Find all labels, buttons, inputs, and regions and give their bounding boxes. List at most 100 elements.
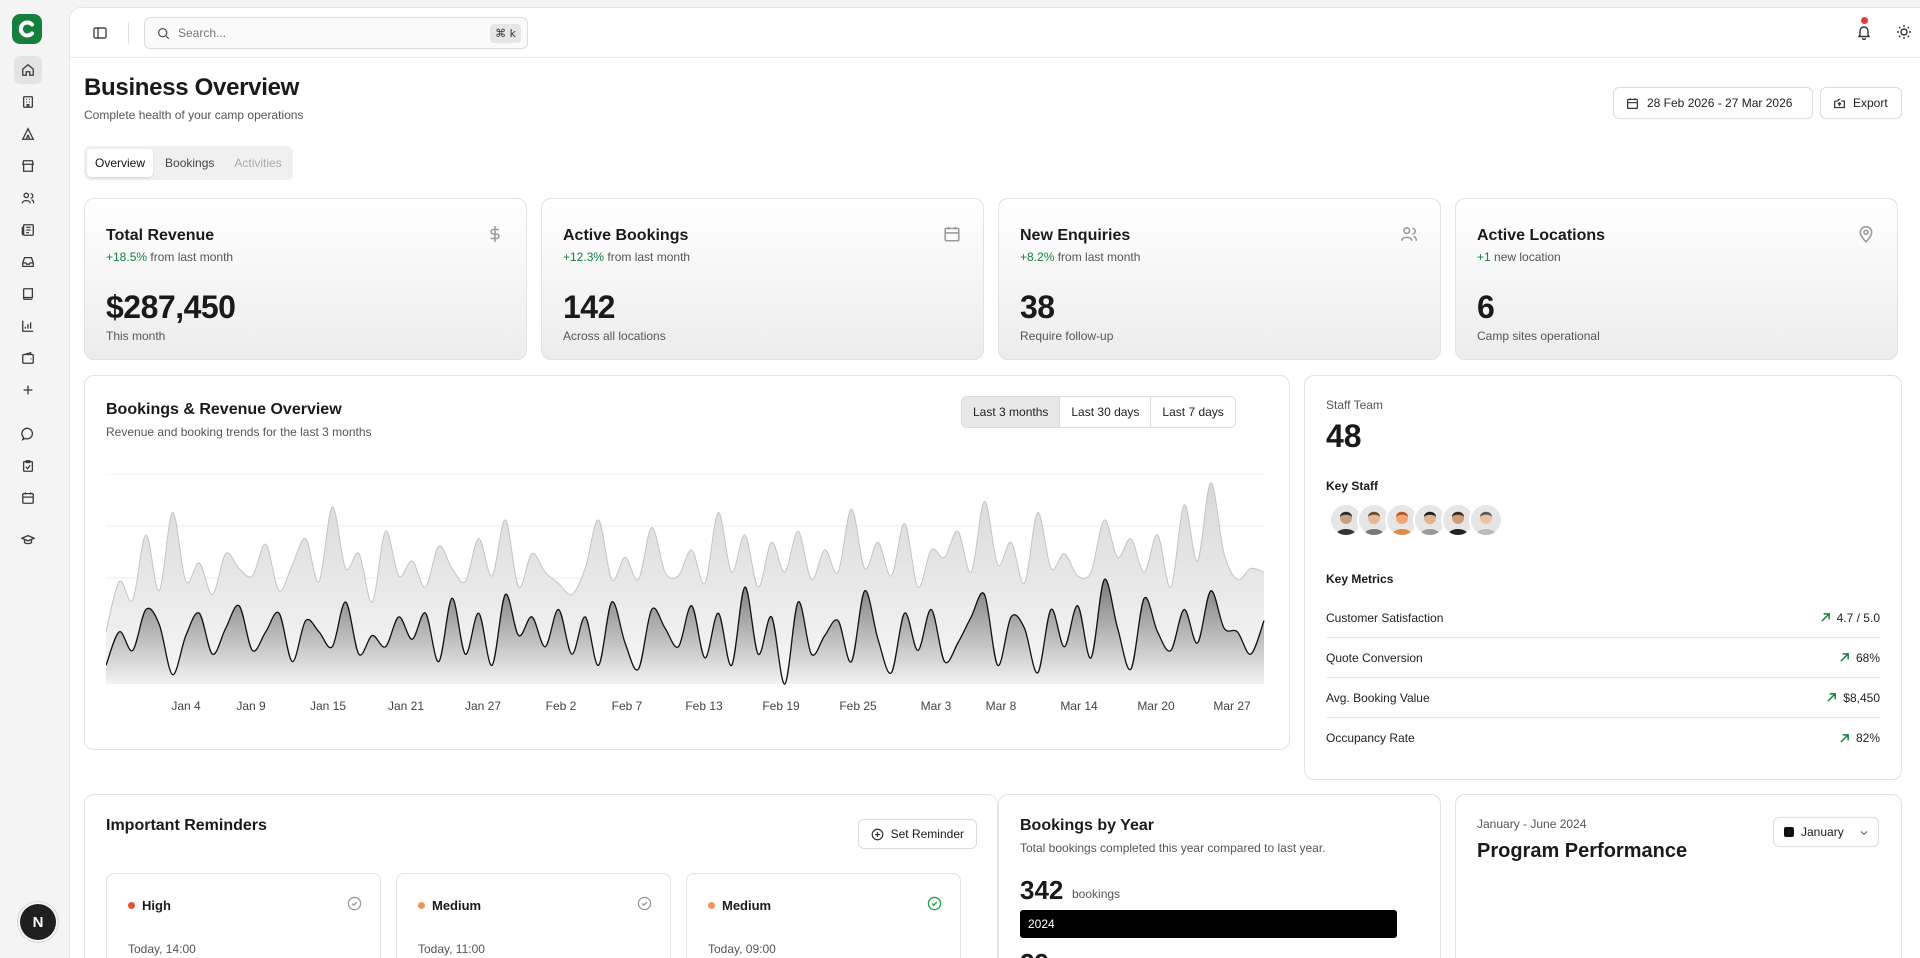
stat-change-suffix: from last month	[147, 250, 234, 264]
x-tick-label: Mar 8	[986, 699, 1017, 713]
stat-card-enquiries: New Enquiries +8.2% from last month 38 R…	[998, 198, 1441, 360]
chart-title: Bookings & Revenue Overview	[106, 401, 342, 418]
key-metrics-label: Key Metrics	[1326, 572, 1394, 586]
calendar-nav-icon[interactable]	[14, 484, 42, 512]
metric-label: Occupancy Rate	[1326, 731, 1415, 745]
stat-note: This month	[106, 329, 166, 343]
program-performance-title: Program Performance	[1477, 840, 1688, 862]
chart-icon[interactable]	[14, 312, 42, 340]
x-tick-label: Jan 9	[236, 699, 266, 713]
book-icon[interactable]	[14, 280, 42, 308]
metric-row: Avg. Booking Value $8,450	[1326, 678, 1880, 718]
month-select[interactable]: January	[1773, 817, 1879, 847]
metric-value: 68%	[1839, 651, 1880, 665]
staff-count: 48	[1326, 418, 1362, 454]
reminder-priority: High	[128, 898, 171, 913]
x-tick-label: Jan 15	[310, 699, 346, 713]
stat-card-bookings: Active Bookings +12.3% from last month 1…	[541, 198, 984, 360]
stat-value: 142	[563, 289, 615, 325]
stat-change: +18.5% from last month	[106, 250, 233, 264]
range-last-3-months[interactable]: Last 3 months	[962, 397, 1061, 427]
metric-value: $8,450	[1826, 691, 1880, 705]
dollar-icon	[490, 226, 500, 242]
metric-row: Occupancy Rate 82%	[1326, 718, 1880, 758]
stat-change-suffix: from last month	[1054, 250, 1141, 264]
chevron-down-icon	[1860, 831, 1868, 836]
clipboard-check-icon[interactable]	[14, 452, 42, 480]
trend-up-icon	[1827, 693, 1837, 702]
page-subtitle: Complete health of your camp operations	[84, 108, 304, 122]
date-range-picker[interactable]: 28 Feb 2026 - 27 Mar 2026	[1613, 87, 1813, 119]
search-box[interactable]: ⌘ k	[144, 17, 528, 49]
topbar-divider	[128, 22, 129, 44]
reminder-item[interactable]: Medium Today, 11:00	[396, 873, 671, 958]
building-icon[interactable]	[14, 88, 42, 116]
search-input[interactable]	[178, 26, 478, 40]
stat-title: Active Locations	[1477, 227, 1606, 244]
metric-value: 4.7 / 5.0	[1820, 611, 1880, 625]
home-icon[interactable]	[14, 56, 42, 84]
newspaper-icon[interactable]	[14, 216, 42, 244]
inbox-icon[interactable]	[14, 248, 42, 276]
user-avatar[interactable]: N	[20, 904, 56, 940]
stat-note: Require follow-up	[1020, 329, 1114, 343]
bookings-by-year-card: Bookings by Year Total bookings complete…	[998, 794, 1441, 958]
user-initial: N	[32, 913, 44, 931]
bookings-by-year-subtitle: Total bookings completed this year compa…	[1020, 841, 1326, 855]
tent-icon[interactable]	[14, 120, 42, 148]
reminders-title: Important Reminders	[106, 817, 267, 834]
metric-value-text: 68%	[1855, 650, 1880, 665]
metric-label: Avg. Booking Value	[1326, 690, 1430, 705]
bell-icon[interactable]	[1856, 24, 1872, 40]
important-reminders-card: Important Reminders Set Reminder High Tod…	[84, 794, 998, 958]
set-reminder-label: Set Reminder	[890, 827, 964, 841]
chat-icon[interactable]	[14, 420, 42, 448]
previous-year-count: 29	[1020, 948, 1049, 958]
staff-avatar-6[interactable]	[1469, 503, 1503, 537]
set-reminder-button[interactable]: Set Reminder	[857, 819, 977, 849]
search-shortcut-badge: ⌘ k	[490, 24, 521, 43]
search-icon	[157, 27, 170, 39]
x-tick-label: Jan 4	[171, 699, 201, 713]
reminder-item[interactable]: High Today, 14:00	[106, 873, 381, 958]
users-icon[interactable]	[14, 184, 42, 212]
stat-change-value: +18.5%	[106, 250, 148, 264]
check-circle-icon[interactable]	[637, 896, 652, 911]
stat-change-value: +1	[1477, 250, 1491, 264]
range-last-30-days[interactable]: Last 30 days	[1060, 397, 1152, 427]
graduation-cap-icon[interactable]	[14, 526, 42, 554]
reminder-item[interactable]: Medium Today, 09:00	[686, 873, 961, 958]
plus-icon[interactable]	[14, 376, 42, 404]
priority-dot	[418, 902, 425, 909]
staff-avatar-2[interactable]	[1357, 503, 1391, 537]
notification-dot	[1861, 17, 1868, 24]
tab-bookings[interactable]: Bookings	[165, 156, 215, 170]
check-circle-icon[interactable]	[347, 896, 362, 911]
calendar-icon	[1627, 97, 1638, 109]
priority-label: Medium	[432, 898, 482, 913]
app-logo[interactable]	[12, 14, 42, 44]
export-button[interactable]: Export	[1820, 87, 1902, 119]
revenue-series-line	[106, 482, 1265, 632]
range-selector: Last 3 months Last 30 days Last 7 days	[961, 396, 1236, 428]
wallet-icon[interactable]	[14, 344, 42, 372]
x-tick-label: Jan 27	[465, 699, 501, 713]
store-icon[interactable]	[14, 152, 42, 180]
tab-overview[interactable]: Overview	[87, 149, 154, 177]
stat-note: Across all locations	[563, 329, 666, 343]
check-circle-icon[interactable]	[927, 896, 942, 911]
area-chart: Jan 4 Jan 9 Jan 15 Jan 21 Jan 27 Feb 2 Feb 7 Fe…	[106, 474, 1265, 713]
reminder-time: Today, 11:00	[418, 942, 485, 956]
range-last-7-days[interactable]: Last 7 days	[1151, 397, 1235, 427]
sidebar-toggle-icon[interactable]	[92, 25, 108, 41]
priority-label: Medium	[722, 898, 772, 913]
theme-toggle-icon[interactable]	[1896, 24, 1912, 40]
stat-title: Total Revenue	[106, 227, 215, 244]
program-performance-card: January - June 2024 Program Performance …	[1455, 794, 1902, 958]
priority-dot	[708, 902, 715, 909]
bookings-series-line	[106, 578, 1265, 685]
chart-subtitle: Revenue and booking trends for the last …	[106, 425, 372, 439]
tab-activities[interactable]: Activities	[234, 156, 282, 170]
stat-change-suffix: from last month	[604, 250, 691, 264]
program-date-range: January - June 2024	[1477, 817, 1587, 831]
